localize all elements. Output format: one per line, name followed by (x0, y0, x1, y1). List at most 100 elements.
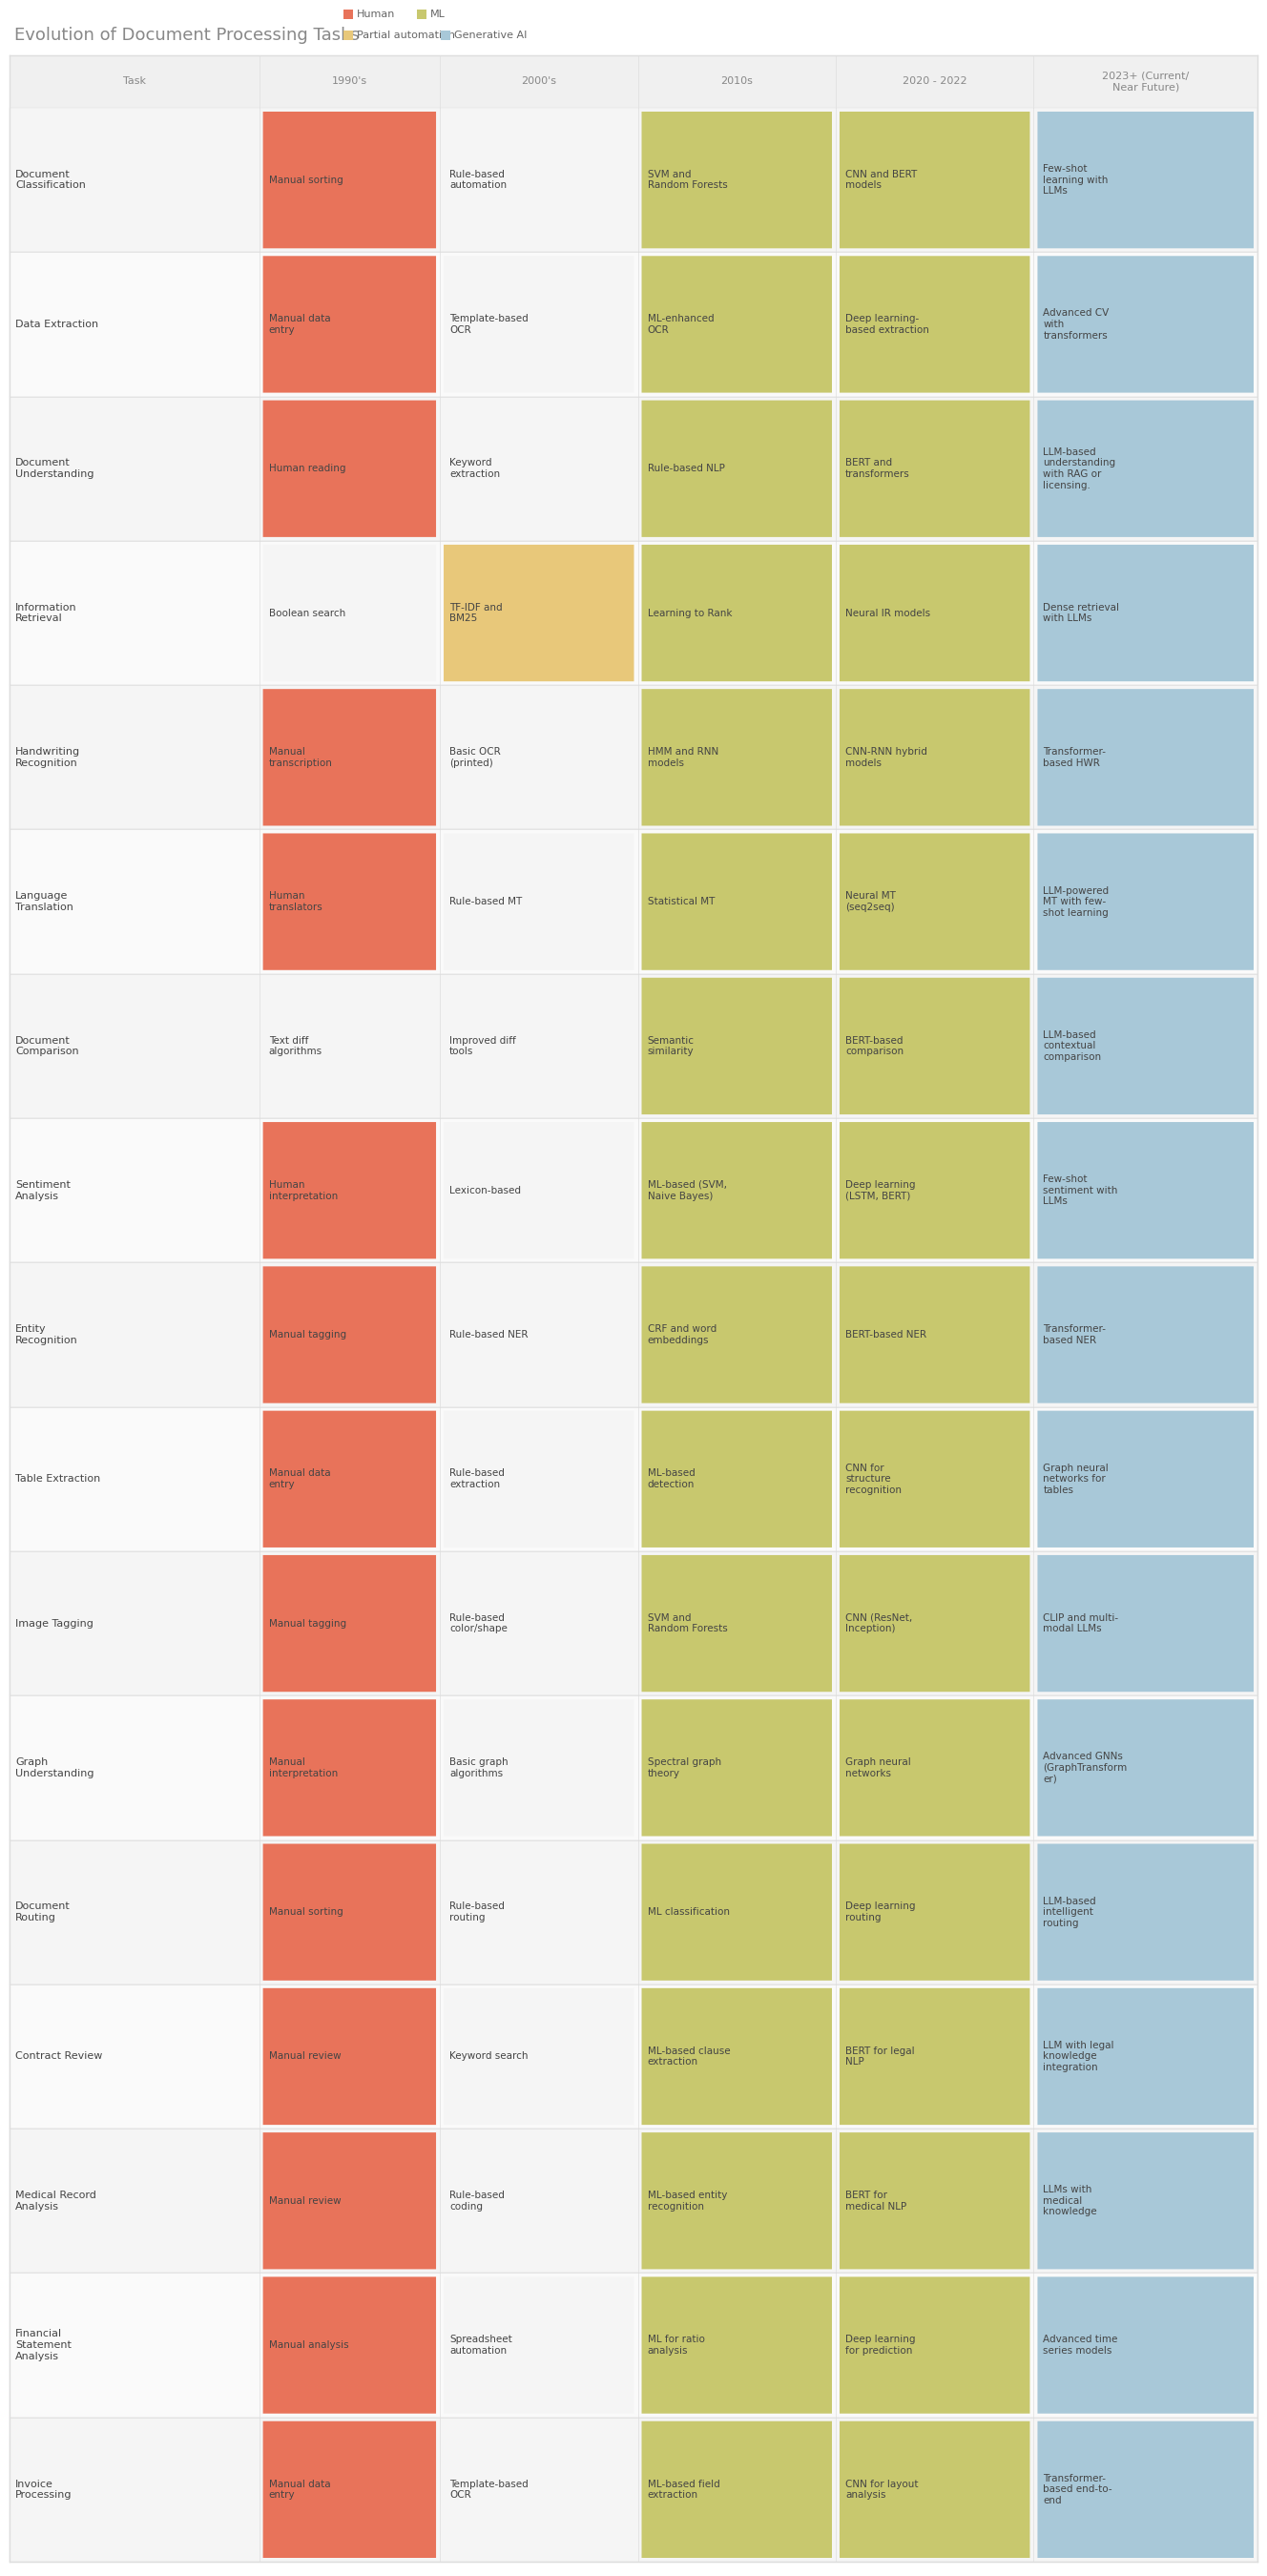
FancyBboxPatch shape (1038, 399, 1253, 536)
Text: CNN for layout
analysis: CNN for layout analysis (845, 2478, 919, 2499)
Text: Evolution of Document Processing Tasks: Evolution of Document Processing Tasks (14, 26, 360, 44)
Text: Manual tagging: Manual tagging (269, 1329, 346, 1340)
Bar (10, 252, 1257, 397)
Text: Manual data
entry: Manual data entry (269, 314, 331, 335)
FancyBboxPatch shape (443, 399, 634, 536)
Text: Information
Retrieval: Information Retrieval (15, 603, 77, 623)
FancyBboxPatch shape (641, 1989, 832, 2125)
Text: ML classification: ML classification (647, 1906, 730, 1917)
FancyBboxPatch shape (840, 688, 1030, 827)
Bar (10, 1984, 1257, 2128)
Text: Template-based
OCR: Template-based OCR (450, 2478, 528, 2499)
Text: Document
Routing: Document Routing (15, 1901, 71, 1922)
FancyBboxPatch shape (1038, 1123, 1253, 1260)
FancyBboxPatch shape (1038, 688, 1253, 827)
Text: Rule-based
extraction: Rule-based extraction (450, 1468, 504, 1489)
Text: ML: ML (431, 10, 446, 18)
Text: SVM and
Random Forests: SVM and Random Forests (647, 1613, 727, 1633)
FancyBboxPatch shape (443, 1412, 634, 1548)
Bar (10, 1551, 1257, 1695)
FancyBboxPatch shape (840, 1556, 1030, 1692)
Text: HMM and RNN
models: HMM and RNN models (647, 747, 718, 768)
Text: 2000's: 2000's (521, 77, 556, 88)
Text: Deep learning-
based extraction: Deep learning- based extraction (845, 314, 929, 335)
FancyBboxPatch shape (840, 2133, 1030, 2269)
FancyBboxPatch shape (641, 2421, 832, 2558)
FancyBboxPatch shape (264, 255, 436, 392)
Bar (10, 1839, 1257, 1984)
FancyBboxPatch shape (264, 1412, 436, 1548)
Text: BERT and
transformers: BERT and transformers (845, 459, 910, 479)
Text: Rule-based NLP: Rule-based NLP (647, 464, 725, 474)
Text: Advanced GNNs
(GraphTransform
er): Advanced GNNs (GraphTransform er) (1043, 1752, 1128, 1783)
Text: Boolean search: Boolean search (269, 608, 345, 618)
FancyBboxPatch shape (840, 2421, 1030, 2558)
FancyBboxPatch shape (641, 1844, 832, 1981)
Text: Contract Review: Contract Review (15, 2050, 103, 2061)
Text: CNN and BERT
models: CNN and BERT models (845, 170, 917, 191)
Text: Semantic
similarity: Semantic similarity (647, 1036, 694, 1056)
FancyBboxPatch shape (443, 111, 634, 247)
Text: Manual review: Manual review (269, 2197, 341, 2205)
Text: Spreadsheet
automation: Spreadsheet automation (450, 2334, 512, 2354)
Text: Graph neural
networks: Graph neural networks (845, 1757, 911, 1777)
FancyBboxPatch shape (264, 1267, 436, 1404)
FancyBboxPatch shape (1038, 1700, 1253, 1837)
Text: Manual
interpretation: Manual interpretation (269, 1757, 337, 1777)
FancyBboxPatch shape (264, 2133, 436, 2269)
Text: Advanced time
series models: Advanced time series models (1043, 2334, 1117, 2354)
FancyBboxPatch shape (1038, 255, 1253, 392)
Bar (10, 829, 1257, 974)
FancyBboxPatch shape (1038, 2133, 1253, 2269)
Text: Rule-based
automation: Rule-based automation (450, 170, 507, 191)
FancyBboxPatch shape (1038, 1556, 1253, 1692)
Text: CNN (ResNet,
Inception): CNN (ResNet, Inception) (845, 1613, 912, 1633)
Text: Keyword
extraction: Keyword extraction (450, 459, 500, 479)
Text: Manual sorting: Manual sorting (269, 175, 343, 185)
Text: BERT-based
comparison: BERT-based comparison (845, 1036, 903, 1056)
Text: Learning to Rank: Learning to Rank (647, 608, 732, 618)
FancyBboxPatch shape (840, 1844, 1030, 1981)
Bar (417, 10, 427, 18)
Text: CRF and word
embeddings: CRF and word embeddings (647, 1324, 716, 1345)
Text: ML-based clause
extraction: ML-based clause extraction (647, 2045, 730, 2066)
FancyBboxPatch shape (264, 544, 436, 683)
FancyBboxPatch shape (264, 111, 436, 247)
Bar (10, 685, 1257, 829)
Text: Manual sorting: Manual sorting (269, 1906, 343, 1917)
Bar (10, 108, 1257, 252)
FancyBboxPatch shape (264, 688, 436, 827)
FancyBboxPatch shape (641, 835, 832, 971)
Text: LLM-based
contextual
comparison: LLM-based contextual comparison (1043, 1030, 1101, 1061)
Text: ML-based
detection: ML-based detection (647, 1468, 694, 1489)
FancyBboxPatch shape (1038, 835, 1253, 971)
FancyBboxPatch shape (1038, 1267, 1253, 1404)
FancyBboxPatch shape (641, 255, 832, 392)
Text: Transformer-
based NER: Transformer- based NER (1043, 1324, 1106, 1345)
Text: Deep learning
routing: Deep learning routing (845, 1901, 916, 1922)
Text: TF-IDF and
BM25: TF-IDF and BM25 (450, 603, 503, 623)
Text: Few-shot
sentiment with
LLMs: Few-shot sentiment with LLMs (1043, 1175, 1117, 1206)
FancyBboxPatch shape (641, 1412, 832, 1548)
Text: ML-enhanced
OCR: ML-enhanced OCR (647, 314, 713, 335)
FancyBboxPatch shape (641, 2133, 832, 2269)
Text: Manual analysis: Manual analysis (269, 2342, 348, 2349)
Bar (441, 31, 450, 41)
Text: Handwriting
Recognition: Handwriting Recognition (15, 747, 80, 768)
FancyBboxPatch shape (840, 1123, 1030, 1260)
Text: Advanced CV
with
transformers: Advanced CV with transformers (1043, 309, 1110, 340)
Text: BERT-based NER: BERT-based NER (845, 1329, 926, 1340)
Bar (10, 2416, 1257, 2561)
Bar (10, 397, 1257, 541)
Text: LLM with legal
knowledge
integration: LLM with legal knowledge integration (1043, 2040, 1114, 2071)
Text: Basic OCR
(printed): Basic OCR (printed) (450, 747, 500, 768)
Text: Partial automation: Partial automation (357, 31, 455, 41)
Text: LLM-based
intelligent
routing: LLM-based intelligent routing (1043, 1896, 1096, 1927)
Bar (10, 2128, 1257, 2272)
Text: 1990's: 1990's (332, 77, 367, 88)
Text: CNN-RNN hybrid
models: CNN-RNN hybrid models (845, 747, 927, 768)
Text: BERT for
medical NLP: BERT for medical NLP (845, 2190, 907, 2210)
Text: LLM-powered
MT with few-
shot learning: LLM-powered MT with few- shot learning (1043, 886, 1109, 917)
FancyBboxPatch shape (1038, 1989, 1253, 2125)
Text: Sentiment
Analysis: Sentiment Analysis (15, 1180, 71, 1200)
